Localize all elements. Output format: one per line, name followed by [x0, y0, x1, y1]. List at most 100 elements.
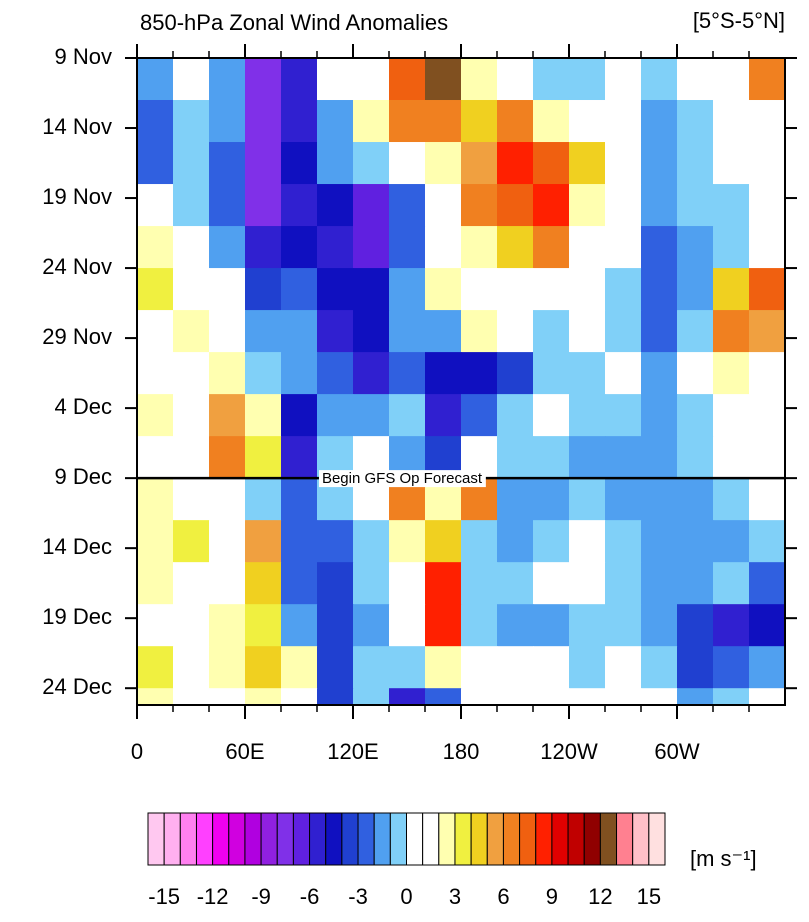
cell	[605, 520, 642, 563]
cell	[137, 142, 174, 185]
cell	[641, 688, 678, 705]
cell	[245, 520, 282, 563]
cell	[605, 352, 642, 395]
cell	[137, 100, 174, 143]
cell	[245, 436, 282, 479]
colorbar-box	[195, 812, 214, 866]
cell	[713, 58, 750, 101]
cell	[425, 100, 462, 143]
cell	[677, 268, 714, 311]
cell	[353, 226, 390, 269]
cell	[569, 520, 606, 563]
cell	[281, 100, 318, 143]
cell	[281, 394, 318, 437]
cell	[713, 352, 750, 395]
colorbar-box	[389, 812, 407, 866]
cell	[209, 268, 246, 311]
cell	[533, 646, 570, 689]
cell	[281, 562, 318, 605]
chart-title: 850-hPa Zonal Wind Anomalies	[140, 10, 448, 35]
cell	[353, 394, 390, 437]
cell	[389, 310, 426, 353]
y-tick-label: 19 Nov	[42, 184, 112, 209]
cell	[713, 142, 750, 185]
cell	[641, 352, 678, 395]
colorbar-box	[454, 812, 472, 866]
cell	[641, 520, 678, 563]
colorbar-label: -6	[300, 884, 320, 909]
cell	[749, 184, 785, 227]
cell	[677, 688, 714, 705]
cell	[533, 100, 570, 143]
cell	[749, 562, 785, 605]
cell	[569, 142, 606, 185]
cell	[209, 562, 246, 605]
cell	[641, 184, 678, 227]
cell	[605, 562, 642, 605]
x-tick-label: 180	[443, 739, 480, 764]
cell	[713, 310, 750, 353]
cell	[245, 268, 282, 311]
cell	[533, 436, 570, 479]
colorbar-box	[163, 812, 181, 866]
cell	[245, 142, 282, 185]
cell	[533, 562, 570, 605]
cell	[533, 268, 570, 311]
cell	[425, 646, 462, 689]
colorbar-box	[486, 812, 504, 866]
cell	[749, 478, 785, 521]
cell	[569, 478, 606, 521]
colorbar-box	[292, 812, 311, 866]
cell	[569, 184, 606, 227]
colorbar-box	[583, 812, 601, 866]
cell	[281, 352, 318, 395]
cell	[425, 142, 462, 185]
cell	[605, 478, 642, 521]
cell	[425, 226, 462, 269]
cell	[245, 646, 282, 689]
cell	[353, 142, 390, 185]
cell	[713, 646, 750, 689]
cell	[425, 58, 462, 101]
colorbar-box	[567, 812, 585, 866]
cell	[209, 226, 246, 269]
cell	[533, 58, 570, 101]
colorbar-box	[341, 812, 359, 866]
cell	[389, 226, 426, 269]
cell	[677, 142, 714, 185]
cell	[569, 352, 606, 395]
cell	[425, 268, 462, 311]
y-tick-label: 24 Nov	[42, 254, 112, 279]
colorbar-box	[179, 812, 197, 866]
cell	[641, 226, 678, 269]
cell	[209, 478, 246, 521]
cell	[569, 688, 606, 705]
cell	[281, 184, 318, 227]
cell	[497, 58, 534, 101]
cell	[749, 520, 785, 563]
cell	[137, 184, 174, 227]
cell	[173, 184, 210, 227]
cell	[677, 100, 714, 143]
cell	[533, 394, 570, 437]
cell	[497, 352, 534, 395]
cell	[173, 646, 210, 689]
colorbar-box	[632, 812, 650, 866]
cell	[497, 184, 534, 227]
cell	[317, 394, 354, 437]
cell	[137, 268, 174, 311]
cell	[209, 184, 246, 227]
cell	[317, 100, 354, 143]
cell	[677, 478, 714, 521]
cell	[461, 604, 498, 647]
cell	[461, 520, 498, 563]
cell	[209, 100, 246, 143]
cell	[497, 688, 534, 705]
cell	[713, 100, 750, 143]
colorbar-box	[551, 812, 569, 866]
colorbar-box	[470, 812, 488, 866]
colorbar-label: -9	[251, 884, 271, 909]
cell	[389, 184, 426, 227]
y-tick-label: 14 Dec	[42, 534, 112, 559]
cell	[173, 394, 210, 437]
